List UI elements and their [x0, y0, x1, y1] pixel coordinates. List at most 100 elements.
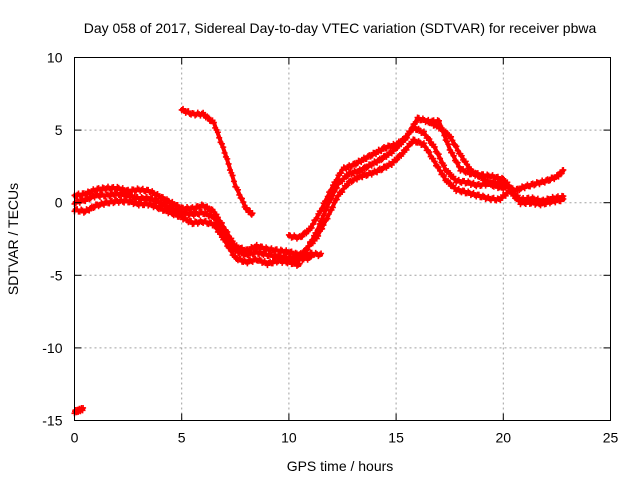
data-point: [228, 248, 235, 255]
data-point: [324, 215, 331, 222]
data-point: [325, 210, 332, 217]
x-tick-label: 5: [178, 430, 186, 446]
data-point: [453, 143, 460, 150]
data-point: [458, 152, 465, 159]
data-point: [218, 140, 225, 147]
axis-ticks: 0 5 10 15 20 25 -15 -10 -5 0 5 10: [42, 50, 618, 446]
x-tick-label: 25: [603, 430, 619, 446]
series-track-8: [425, 118, 507, 193]
data-point: [560, 195, 567, 202]
data-point: [307, 253, 314, 260]
data-point: [388, 150, 395, 157]
data-point: [422, 144, 429, 151]
data-point: [510, 191, 517, 198]
data-point: [226, 244, 233, 251]
data-point: [344, 182, 351, 189]
data-point: [320, 222, 327, 229]
data-point: [560, 166, 567, 173]
data-point: [213, 225, 220, 232]
data-point: [403, 146, 410, 153]
series-band: [304, 138, 566, 252]
data-point: [335, 181, 342, 188]
series-track-6: [292, 123, 567, 261]
data-point: [229, 172, 236, 179]
data-point: [295, 254, 302, 261]
data-point: [333, 196, 340, 203]
data-point: [230, 178, 237, 185]
data-point: [435, 151, 442, 158]
data-point: [314, 215, 321, 222]
series-track-7: [303, 136, 567, 253]
data-point: [394, 156, 401, 163]
data-point: [249, 210, 256, 217]
data-point: [339, 189, 346, 196]
data-point: [435, 117, 442, 124]
data-point: [431, 158, 438, 165]
series-track-3: [71, 196, 303, 269]
data-point: [344, 173, 351, 180]
data-point: [338, 170, 345, 177]
chart-title: Day 058 of 2017, Sidereal Day-to-day VTE…: [84, 20, 597, 36]
series-track-4: [178, 105, 256, 218]
x-tick-label: 20: [496, 430, 512, 446]
data-point: [218, 219, 225, 226]
data-point: [446, 179, 453, 186]
y-tick-label: 10: [47, 50, 63, 66]
series-band: [293, 125, 566, 260]
data-point: [319, 225, 326, 232]
data-point: [444, 129, 451, 136]
data-point: [234, 186, 241, 193]
data-point: [500, 186, 507, 193]
data-point: [388, 161, 395, 168]
data-point: [325, 199, 332, 206]
data-point: [420, 128, 427, 135]
data-point: [212, 221, 219, 228]
series-track-5: [285, 114, 567, 242]
y-tick-label: -10: [42, 340, 62, 356]
data-point: [296, 260, 303, 267]
y-tick-label: -5: [50, 267, 63, 283]
data-point: [403, 134, 410, 141]
data-point: [222, 232, 229, 239]
data-point: [449, 137, 456, 144]
series-track-9: [71, 404, 87, 417]
data-point: [437, 155, 444, 162]
y-tick-label: 5: [55, 122, 63, 138]
data-point: [488, 180, 495, 187]
data-series: [71, 105, 567, 417]
data-point: [299, 233, 306, 240]
data-point: [450, 152, 457, 159]
data-point: [394, 144, 401, 151]
data-point: [379, 156, 386, 163]
data-point: [221, 150, 228, 157]
data-point: [217, 230, 224, 237]
data-point: [441, 172, 448, 179]
data-point: [225, 160, 232, 167]
data-point: [224, 155, 231, 162]
data-point: [420, 140, 427, 147]
data-point: [240, 199, 247, 206]
data-point: [333, 184, 340, 191]
data-point: [213, 217, 220, 224]
data-point: [462, 158, 469, 165]
data-point: [464, 161, 471, 168]
y-tick-label: -15: [42, 413, 62, 429]
data-point: [80, 404, 87, 411]
data-point: [320, 212, 327, 219]
x-tick-label: 15: [388, 430, 404, 446]
plot-frame: [74, 57, 611, 421]
y-tick-label: 0: [55, 195, 63, 211]
data-point: [335, 192, 342, 199]
x-tick-label: 0: [71, 430, 79, 446]
data-point: [437, 167, 444, 174]
data-point: [426, 136, 433, 143]
data-point: [329, 204, 336, 211]
data-point: [315, 232, 322, 239]
data-point: [309, 240, 316, 247]
data-point: [413, 119, 420, 126]
data-point: [308, 224, 315, 231]
data-point: [441, 162, 448, 169]
data-point: [210, 119, 217, 126]
data-point: [399, 150, 406, 157]
